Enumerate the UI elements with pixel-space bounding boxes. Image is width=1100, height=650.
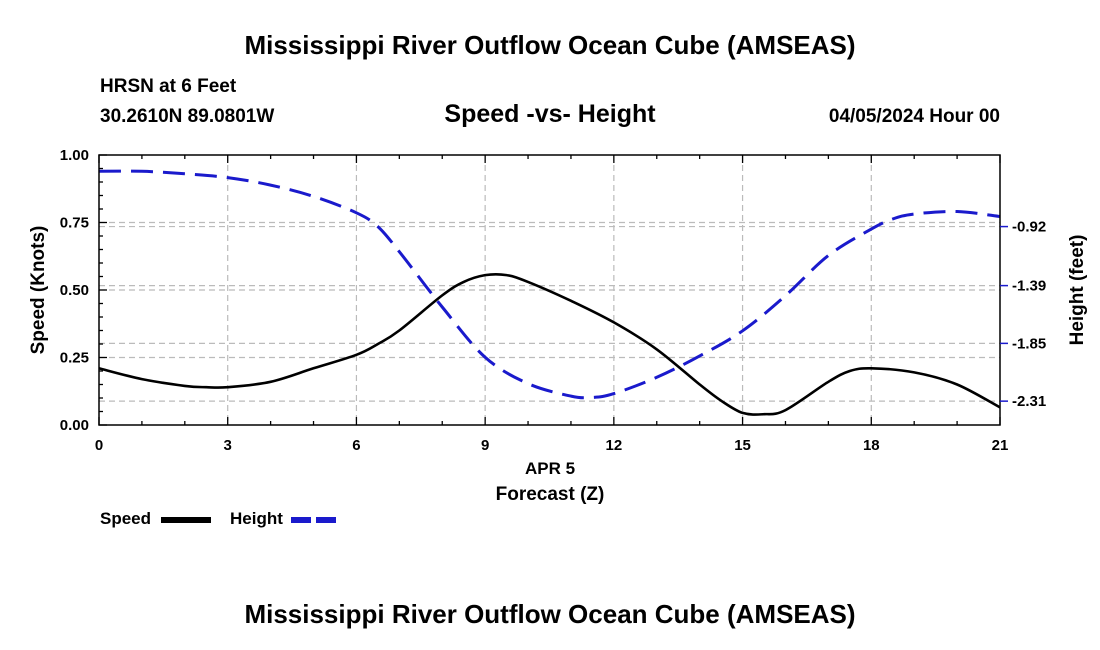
- series-line-speed: [98, 272, 1001, 416]
- y-axis-label: Speed (Knots): [28, 226, 49, 355]
- y-tick-label: 0.25: [60, 350, 89, 367]
- legend-height-label: Height: [230, 509, 283, 528]
- y-tick-label: 0.00: [60, 417, 89, 434]
- y-tick-label: 0.75: [60, 215, 89, 232]
- legend-speed-swatch: [161, 517, 211, 523]
- footer-title: Mississippi River Outflow Ocean Cube (AM…: [244, 599, 856, 629]
- legend-height-swatch: [291, 517, 341, 523]
- x-tick-label: 0: [95, 437, 103, 454]
- y2-tick-label: -0.92: [1012, 219, 1046, 236]
- y-tick-label: 0.50: [60, 282, 89, 299]
- series-line-height: [98, 169, 1001, 400]
- legend-speed-label: Speed: [100, 509, 152, 528]
- x-tick-label: 18: [863, 437, 880, 454]
- x-axis-date-label: APR 5: [525, 459, 575, 478]
- forecast-datetime: 04/05/2024 Hour 00: [828, 106, 1000, 127]
- ticks: 0 3 6 9 12 15 18 21 0.00 0.25 0.50 0.75 1.00 -0.92 -1.…: [60, 147, 1046, 454]
- y2-axis-label: Height (feet): [1067, 235, 1088, 346]
- x-tick-label: 3: [224, 437, 232, 454]
- x-tick-label: 15: [734, 437, 751, 454]
- y2-tick-label: -2.31: [1012, 393, 1046, 410]
- chart-subtitle: Speed -vs- Height: [444, 100, 656, 128]
- y2-tick-label: -1.85: [1012, 335, 1046, 352]
- main-title: Mississippi River Outflow Ocean Cube (AM…: [244, 30, 856, 60]
- x-tick-label: 12: [606, 437, 623, 454]
- y2-tick-label: -1.39: [1012, 278, 1046, 295]
- x-tick-label: 9: [481, 437, 489, 454]
- series-layer: [98, 169, 1001, 416]
- x-tick-label: 6: [352, 437, 360, 454]
- x-tick-label: 21: [992, 437, 1009, 454]
- station-coordinates: 30.2610N 89.0801W: [100, 106, 275, 127]
- x-axis-label: Forecast (Z): [496, 484, 605, 505]
- station-label: HRSN at 6 Feet: [100, 76, 237, 97]
- y-tick-label: 1.00: [60, 147, 89, 164]
